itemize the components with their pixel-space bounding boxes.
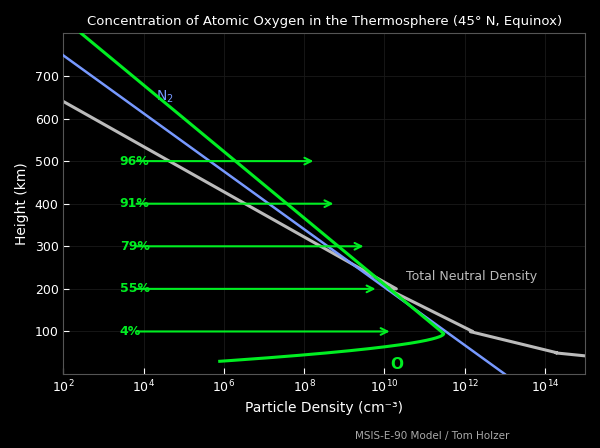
Text: Total Neutral Density: Total Neutral Density	[406, 270, 538, 283]
Text: 55%: 55%	[120, 282, 150, 295]
Text: MSIS-E-90 Model / Tom Holzer: MSIS-E-90 Model / Tom Holzer	[355, 431, 509, 441]
Text: 91%: 91%	[120, 197, 149, 210]
Text: 96%: 96%	[120, 155, 149, 168]
Title: Concentration of Atomic Oxygen in the Thermosphere (45° N, Equinox): Concentration of Atomic Oxygen in the Th…	[86, 15, 562, 28]
Text: N$_2$: N$_2$	[155, 89, 173, 105]
Text: 4%: 4%	[120, 325, 141, 338]
X-axis label: Particle Density (cm⁻³): Particle Density (cm⁻³)	[245, 401, 403, 415]
Y-axis label: Height (km): Height (km)	[15, 162, 29, 245]
Text: O: O	[391, 357, 403, 372]
Text: 79%: 79%	[120, 240, 149, 253]
